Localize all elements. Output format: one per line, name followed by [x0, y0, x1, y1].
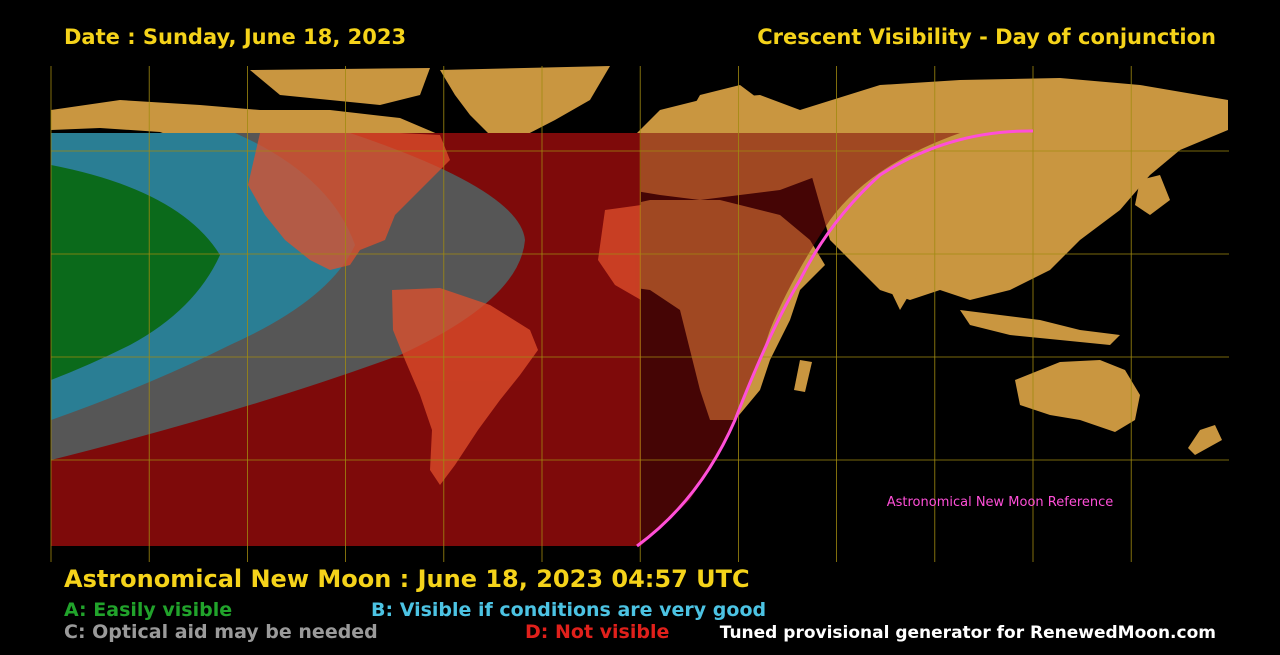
- land-in-zones: [248, 133, 641, 485]
- zone-a: [51, 165, 220, 380]
- legend-b: B: Visible if conditions are very good: [371, 599, 767, 621]
- land-new-zealand: [1188, 425, 1222, 455]
- map-title: Crescent Visibility - Day of conjunction: [757, 25, 1216, 49]
- land-scandinavia: [680, 85, 760, 140]
- new-moon-time: Astronomical New Moon : June 18, 2023 04…: [64, 565, 750, 593]
- map-grid: [50, 66, 1229, 562]
- new-moon-reference-line: [636, 129, 1034, 548]
- legend-c: C: Optical aid may be needed: [64, 621, 378, 643]
- land-arctic-islands: [250, 68, 430, 105]
- land-australia: [1015, 360, 1140, 432]
- zone-d-east-area: [641, 133, 960, 546]
- land-na-overlay: [248, 133, 450, 270]
- land-greenland: [440, 66, 610, 138]
- credit: Tuned provisional generator for RenewedM…: [719, 623, 1216, 643]
- land-indonesia: [960, 310, 1120, 345]
- date-label: Date : Sunday, June 18, 2023: [64, 25, 407, 49]
- zone-d-east: [641, 133, 960, 546]
- visibility-map: Astronomical New Moon Reference: [50, 66, 1229, 562]
- legend-d: D: Not visible: [525, 621, 670, 643]
- land-madagascar: [794, 360, 812, 392]
- land-africa-overlay: [598, 205, 641, 300]
- land-india: [880, 240, 920, 310]
- legend-a: A: Easily visible: [64, 599, 233, 621]
- reference-label: Astronomical New Moon Reference: [887, 495, 1114, 510]
- land-japan: [1135, 175, 1170, 215]
- land-sa-overlay: [392, 288, 538, 485]
